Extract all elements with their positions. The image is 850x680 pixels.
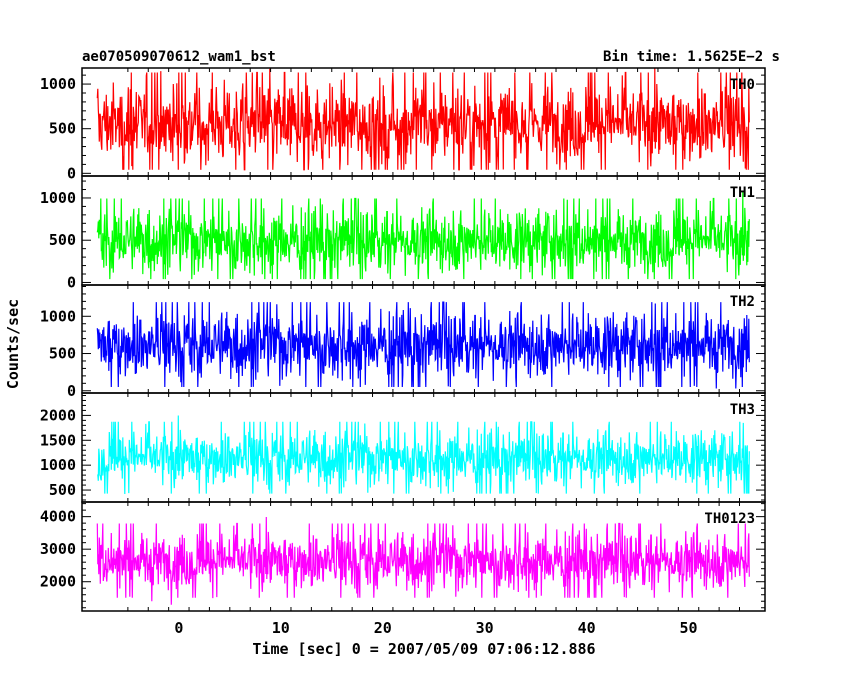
panel-th2: 0 500 1000 TH2: [40, 284, 766, 400]
panel-frame: [81, 501, 766, 612]
panel-th0: 0 500 1000 TH0: [40, 67, 766, 182]
series-th2: [96, 301, 750, 389]
panel-th3: 500 1000 1500 2000 TH3: [40, 392, 766, 503]
y-tick-label: 2000: [40, 406, 76, 424]
panel-label: TH3: [730, 402, 755, 418]
y-tick-label: 0: [67, 273, 76, 291]
y-tick-label: 500: [49, 481, 76, 499]
y-tick-label: 500: [49, 231, 76, 249]
y-tick-label: 1000: [40, 307, 76, 325]
series-th0123: [96, 516, 750, 605]
x-tick-label: 20: [374, 619, 392, 637]
series-th1: [96, 191, 750, 280]
series-th3: [96, 415, 750, 495]
x-tick-label: 50: [680, 619, 698, 637]
x-tick-label: 10: [272, 619, 290, 637]
x-tick-label: 30: [476, 619, 494, 637]
bin-time-label: Bin time: 1.5625E−2 s: [603, 49, 780, 65]
x-axis-label: Time [sec] 0 = 2007/05/09 07:06:12.886: [252, 640, 595, 658]
y-tick-label: 1000: [40, 456, 76, 474]
y-tick-label: 500: [49, 345, 76, 363]
x-axis: 0 10 20 30 40 50: [174, 619, 697, 637]
x-tick-label: 40: [578, 619, 596, 637]
panel-th1: 0 500 1000 TH1: [40, 175, 766, 291]
y-tick-label: 4000: [40, 508, 76, 526]
y-tick-label: 0: [67, 164, 76, 182]
panel-th0123: 2000 3000 4000 TH0123: [40, 501, 766, 612]
x-tick-label: 0: [174, 619, 183, 637]
panels-group: 0 500 1000 TH0 0 500 1000 TH1 0 500 1000 TH2 500 1000…: [40, 67, 766, 612]
panel-label: TH0: [730, 77, 755, 93]
y-tick-label: 1000: [40, 189, 76, 207]
panel-label: TH0123: [704, 511, 755, 527]
panel-label: TH2: [730, 294, 755, 310]
panel-label: TH1: [730, 185, 755, 201]
y-tick-label: 0: [67, 382, 76, 400]
chart-title: ae070509070612_wam1_bst: [82, 49, 276, 65]
y-tick-label: 3000: [40, 540, 76, 558]
y-tick-label: 500: [49, 120, 76, 138]
y-tick-label: 2000: [40, 573, 76, 591]
y-tick-label: 1000: [40, 75, 76, 93]
series-th0: [96, 68, 750, 171]
y-tick-label: 1500: [40, 431, 76, 449]
y-axis-label: Counts/sec: [4, 299, 22, 389]
